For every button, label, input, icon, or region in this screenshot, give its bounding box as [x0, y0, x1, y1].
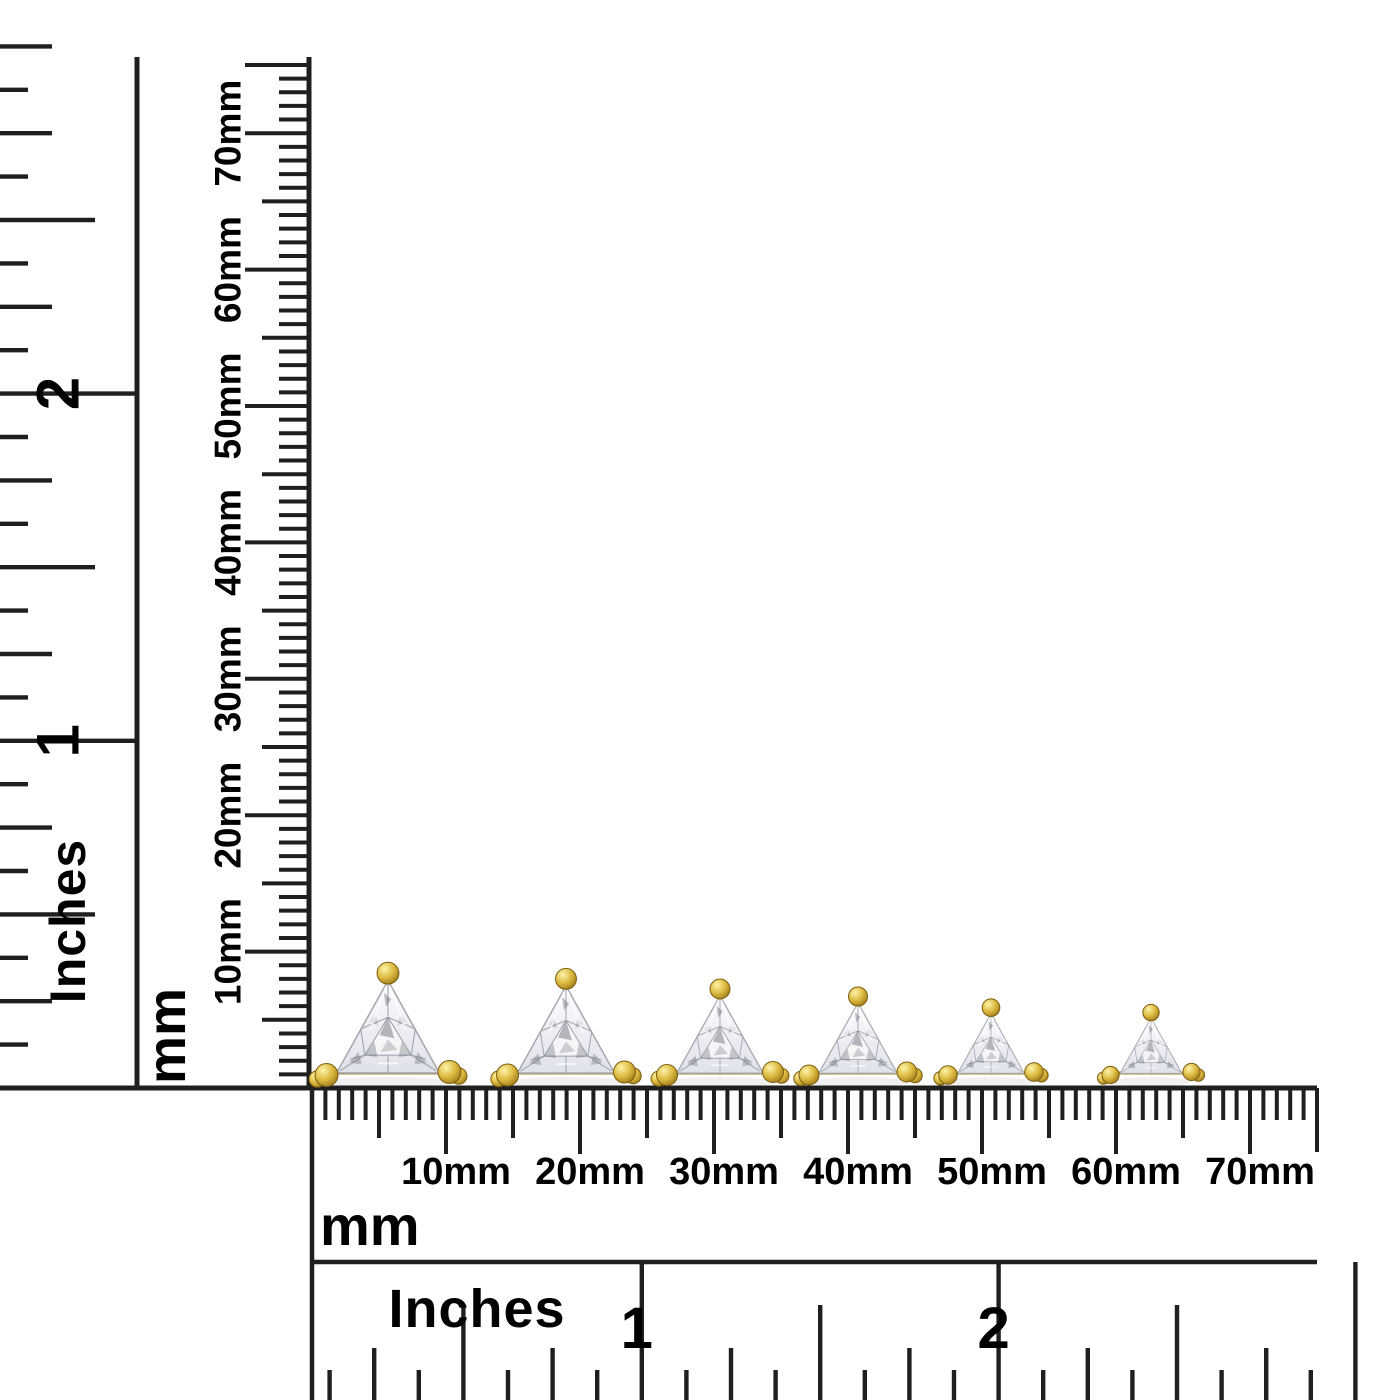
v-mm-tick-label: 30mm	[208, 625, 249, 732]
prong-ball	[1182, 1062, 1201, 1082]
prong-ball	[496, 1063, 519, 1087]
gem-shadow	[808, 1077, 908, 1087]
vertical-inches-unit-label: Inches	[40, 838, 96, 1004]
h-inch-tick-label: 2	[977, 1296, 1009, 1361]
prong-ball	[656, 1064, 678, 1086]
gem-shadow	[322, 1077, 454, 1087]
prong-ball	[376, 961, 400, 985]
h-mm-tick-label: 40mm	[803, 1151, 913, 1193]
prong-ball	[848, 986, 868, 1007]
prong-ball	[896, 1061, 918, 1083]
gem-stud-2	[490, 967, 642, 1088]
horizontal-inches-unit-label: Inches	[388, 1279, 566, 1339]
vertical-mm-unit-label: mm	[137, 987, 197, 1085]
prong-ball	[1101, 1065, 1120, 1085]
v-mm-tick-label: 70mm	[208, 80, 249, 187]
gem-row	[308, 961, 1206, 1088]
h-inch-tick-label: 1	[621, 1296, 653, 1361]
ruler-vertical-mm: 10mm 20mm 30mm 40mm 50mm 60mm 70mm	[208, 57, 312, 1088]
h-mm-tick-label: 60mm	[1071, 1151, 1181, 1193]
v-mm-tick-label: 10mm	[208, 898, 249, 1005]
gem-stud-6	[1096, 1003, 1206, 1087]
v-mm-tick-label: 40mm	[208, 489, 249, 596]
prong-ball	[981, 998, 1001, 1018]
gem-shadow	[948, 1077, 1034, 1087]
prong-ball	[1024, 1062, 1044, 1082]
v-mm-tick-label: 20mm	[208, 762, 249, 869]
prong-ball	[798, 1064, 820, 1086]
gem-shadow	[665, 1077, 775, 1087]
ruler-horizontal-mm: 10mm 20mm 30mm 40mm 50mm 60mm 70mm	[323, 1088, 1319, 1193]
ruler-vertical-inches: 12	[0, 44, 140, 1088]
gem-shadow	[504, 1077, 628, 1087]
prong-ball	[437, 1060, 462, 1084]
h-mm-tick-label: 10mm	[401, 1151, 511, 1193]
prong-ball	[613, 1060, 636, 1084]
triangle-cz-stone	[956, 1012, 1025, 1074]
h-mm-tick-label: 70mm	[1205, 1151, 1315, 1193]
gem-stud-1	[308, 961, 468, 1088]
triangle-cz-stone	[676, 994, 764, 1074]
v-inch-tick-label: 1	[25, 724, 92, 757]
prong-ball	[938, 1065, 958, 1085]
v-inch-tick-label: 2	[25, 377, 92, 410]
triangle-cz-stone	[817, 1001, 899, 1074]
gem-stud-4	[793, 986, 923, 1087]
triangle-cz-stone	[516, 984, 616, 1075]
h-mm-tick-label: 30mm	[669, 1151, 779, 1193]
v-mm-tick-label: 60mm	[208, 216, 249, 323]
h-mm-tick-label: 20mm	[535, 1151, 645, 1193]
prong-ball	[555, 967, 577, 990]
horizontal-mm-unit-label: mm	[320, 1194, 420, 1257]
prong-ball	[762, 1061, 784, 1083]
triangle-cz-stone	[335, 979, 441, 1074]
triangle-cz-stone	[1119, 1017, 1183, 1074]
v-mm-tick-label: 50mm	[208, 353, 249, 460]
prong-ball	[709, 978, 731, 1000]
prong-ball	[314, 1063, 339, 1087]
gem-stud-5	[933, 998, 1049, 1087]
h-mm-tick-label: 50mm	[937, 1151, 1047, 1193]
gem-shadow	[1111, 1077, 1191, 1087]
prong-ball	[1142, 1003, 1160, 1022]
gem-stud-3	[650, 978, 790, 1087]
